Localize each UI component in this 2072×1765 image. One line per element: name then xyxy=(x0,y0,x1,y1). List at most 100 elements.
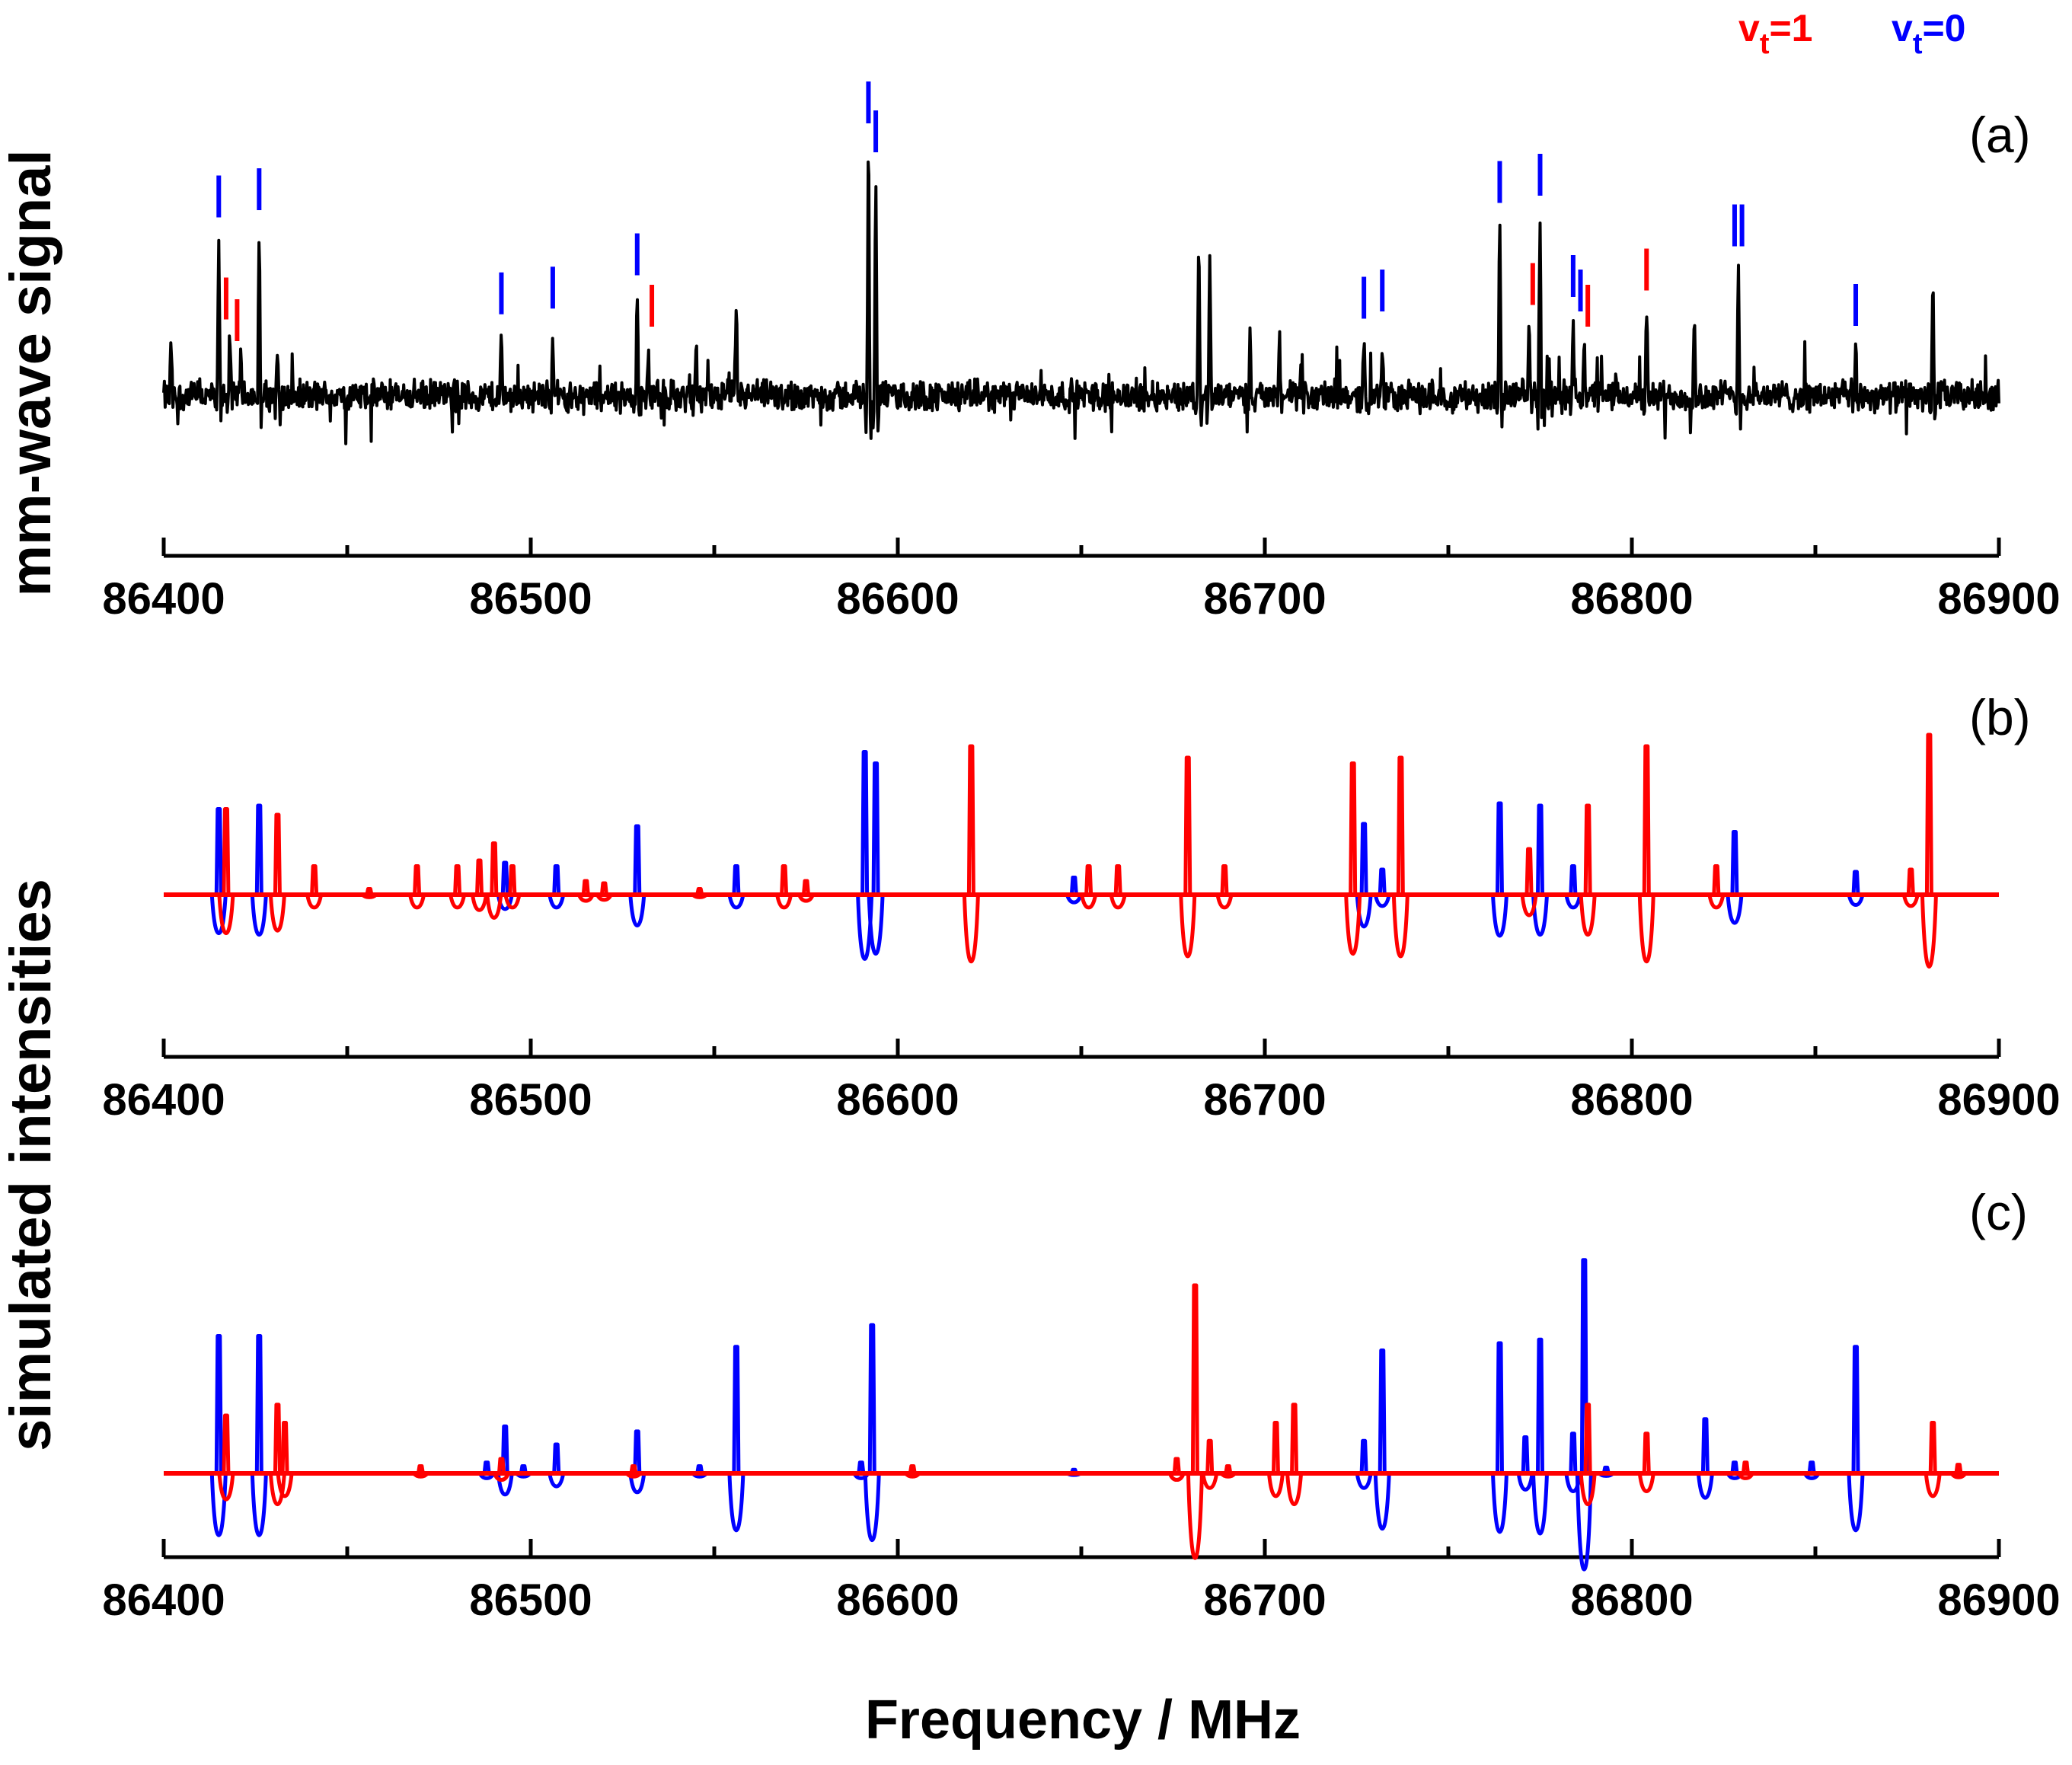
panel-b-vt0-line xyxy=(1531,803,1549,937)
ylabel-observed: mm-wave signal xyxy=(0,149,63,596)
legend-vt0-suffix: =0 xyxy=(1922,7,1965,49)
panel-c-vt1-line xyxy=(1201,1438,1219,1490)
legend-vt0-main: v xyxy=(1892,7,1913,49)
panel-b-vt1-line xyxy=(503,864,522,910)
panel-b-vt1-line xyxy=(1344,761,1362,956)
panel-c-vt0-line xyxy=(209,1334,228,1537)
panel-c-vt1-line xyxy=(268,1403,286,1507)
panel-c-vt0-line xyxy=(1575,1258,1593,1572)
panel-b-vt1-line xyxy=(595,881,613,902)
panel-b-vt0-line xyxy=(548,864,566,910)
tick-label-2-5: 86900 xyxy=(1937,1575,2060,1625)
panel-b-vt1-line xyxy=(576,879,595,903)
panel-c-vt0-line xyxy=(727,1345,745,1533)
tick-label-0-5: 86900 xyxy=(1937,574,2060,624)
tick-label-1-2: 86600 xyxy=(836,1075,959,1125)
panel-b-vt0-line xyxy=(867,761,885,956)
panel-b-vt0-line xyxy=(628,824,647,927)
tick-label-0-0: 86400 xyxy=(102,574,225,624)
panel-c-vt0-line xyxy=(1490,1341,1509,1534)
panel-b-vt1-line xyxy=(691,887,708,899)
panel-label-b: (b) xyxy=(1969,689,2031,745)
legend-vt1-suffix: =1 xyxy=(1769,7,1812,49)
panel-c-vt1-line xyxy=(1219,1464,1237,1479)
panel-c-vt1-line xyxy=(624,1464,643,1479)
tick-label-0-4: 86800 xyxy=(1570,574,1693,624)
tick-label-0-3: 86700 xyxy=(1203,574,1326,624)
panel-b-vt1-line xyxy=(1579,803,1597,937)
panel-c-vt0-line xyxy=(250,1334,268,1537)
panel-c-vt0-line xyxy=(496,1424,514,1497)
panel-b-vt1-line xyxy=(1637,744,1655,964)
panel-b-vt0-line xyxy=(1726,830,1744,925)
panel-c-vt0-line xyxy=(1847,1345,1865,1533)
tick-label-1-4: 86800 xyxy=(1570,1075,1693,1125)
tick-label-2-0: 86400 xyxy=(102,1575,225,1625)
panel-b-vt1-line xyxy=(1520,847,1538,918)
panel-b-vt0-line xyxy=(1564,864,1582,910)
panel-c-vt0-line xyxy=(1802,1460,1821,1480)
legend-vt1: vt=1 xyxy=(1738,7,1812,60)
panel-b-vt1-line xyxy=(797,879,815,903)
panel-c-vt0-line xyxy=(477,1460,496,1480)
panel-c-vt1-line xyxy=(1949,1463,1968,1479)
panel-c-vt1-line xyxy=(493,1457,510,1483)
tick-label-2-4: 86800 xyxy=(1570,1575,1693,1625)
panel-c-vt0-line xyxy=(863,1323,881,1543)
panel-b-vt1-line xyxy=(1215,864,1234,910)
panel-b-vt1-line xyxy=(361,887,378,899)
panel-b-vt1-line xyxy=(1391,755,1410,959)
panel-b-vt0-line xyxy=(1490,801,1509,938)
panel-b-vt1-line xyxy=(1179,755,1197,959)
panel-b-vt1-line xyxy=(1109,864,1127,910)
tick-label-2-3: 86700 xyxy=(1203,1575,1326,1625)
tick-label-2-1: 86500 xyxy=(469,1575,592,1625)
tick-label-0-1: 86500 xyxy=(469,574,592,624)
panel-b-vt0-line xyxy=(727,864,745,910)
panel-c-vt1-line xyxy=(1186,1283,1204,1560)
panel-b-vt1-line xyxy=(449,864,467,910)
legend-vt1-main: v xyxy=(1738,7,1760,49)
panel-b-vt1-line xyxy=(1080,864,1098,910)
panel-b-vt1-line xyxy=(408,864,426,910)
panel-c-vt0-line xyxy=(1516,1435,1534,1492)
tick-label-0-2: 86600 xyxy=(836,574,959,624)
panel-c-vt0-line xyxy=(548,1442,566,1489)
tick-label-1-5: 86900 xyxy=(1937,1075,2060,1125)
panel-b-vt1-line xyxy=(1920,732,1938,969)
panel-c-vt1-line xyxy=(904,1464,921,1479)
panel-b-vt1-line xyxy=(305,864,324,910)
panel-c-vt0-line xyxy=(1696,1417,1714,1500)
panel-b-vt1-line xyxy=(471,858,488,912)
x-axis-label: Frequency / MHz xyxy=(865,1690,1301,1751)
ylabel-simulated: simulated intensities xyxy=(0,879,63,1451)
panel-c-vt1-line xyxy=(1737,1460,1754,1480)
panel-c-vt1-line xyxy=(412,1464,429,1479)
panel-c-vt1-line xyxy=(1637,1431,1655,1494)
panel-b-vt0-line xyxy=(1065,876,1083,905)
tick-label-1-1: 86500 xyxy=(469,1075,592,1125)
panel-c-vt0-line xyxy=(1531,1337,1549,1536)
tick-label-1-3: 86700 xyxy=(1203,1075,1326,1125)
legend-vt0-sub: t xyxy=(1913,28,1923,60)
panel-b-vt1-line xyxy=(1901,867,1920,908)
panel-b-vt1-line xyxy=(775,864,793,910)
panel-c-vt1-line xyxy=(1285,1403,1304,1507)
panel-b-vt1-line xyxy=(217,807,235,936)
legend-vt0: vt=0 xyxy=(1892,7,1965,60)
panel-c-vt0-line xyxy=(1373,1348,1391,1531)
panel-b-vt1-line xyxy=(962,744,980,964)
panel-c-vt0-line xyxy=(1355,1438,1373,1490)
panel-c-vt1-line xyxy=(1924,1421,1942,1498)
tick-label-1-0: 86400 xyxy=(102,1075,225,1125)
panel-b-vt0-line xyxy=(250,803,268,937)
panel-label-c: (c) xyxy=(1969,1184,2028,1240)
panel-b-vt1-line xyxy=(485,841,503,920)
panel-label-a: (a) xyxy=(1969,107,2031,163)
observed-spectrum-line xyxy=(162,160,2000,445)
panel-b-vt0-line xyxy=(1847,870,1865,907)
panel-c-vt1-line xyxy=(217,1413,235,1502)
panel-b-vt1-line xyxy=(1707,864,1726,910)
panel-c-vt1-line xyxy=(1266,1421,1285,1498)
